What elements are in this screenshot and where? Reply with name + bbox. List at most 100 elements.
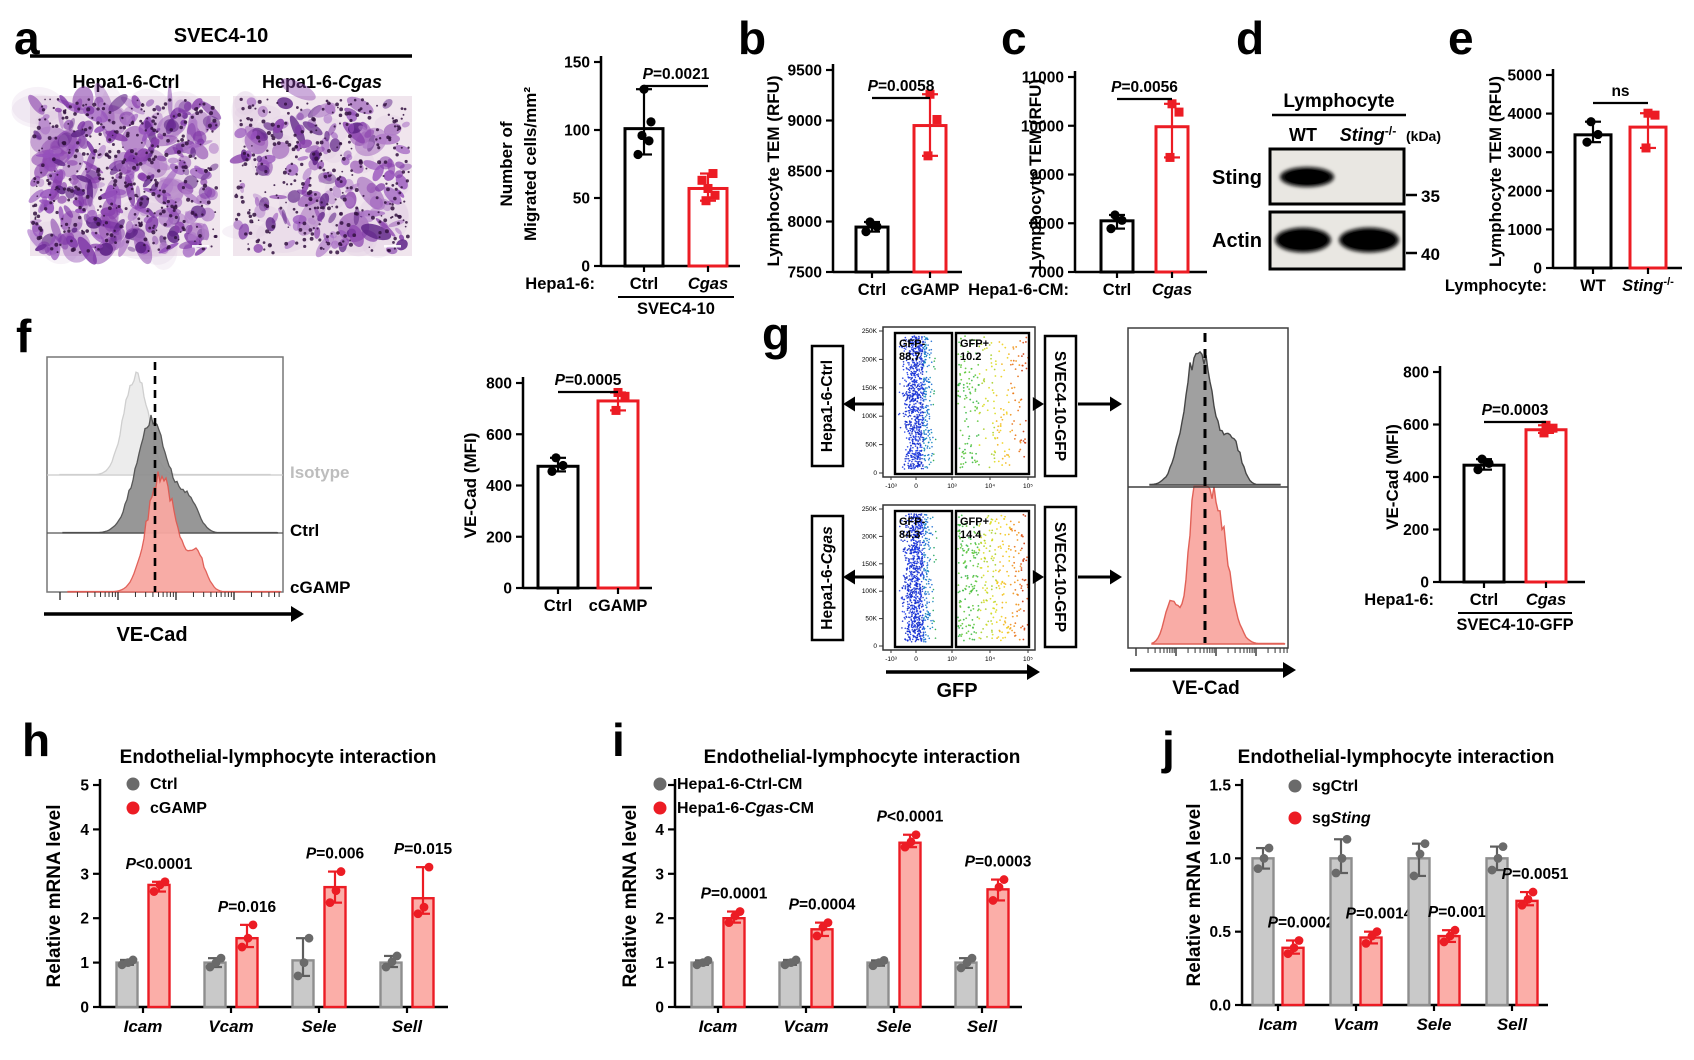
- scatter-dot: [904, 413, 907, 416]
- nucleus-dot: [78, 205, 82, 210]
- scatter-dot: [964, 367, 967, 370]
- nucleus-dot: [391, 203, 394, 206]
- scatter-dot: [976, 342, 979, 345]
- nucleus-dot: [36, 125, 41, 130]
- nucleus-dot: [67, 164, 71, 168]
- scatter-dot: [1012, 392, 1014, 395]
- scatter-dot: [977, 384, 980, 386]
- nucleus-dot: [64, 115, 69, 120]
- scatter-dot: [1001, 631, 1004, 634]
- scatter-dot: [922, 341, 924, 344]
- scatter-dot: [1002, 413, 1005, 416]
- y-tick-label: 4: [80, 822, 89, 839]
- scatter-dot: [904, 613, 907, 615]
- micro-caption-ctrl: Hepa1-6-Ctrl: [72, 72, 179, 92]
- scatter-dot: [925, 523, 927, 525]
- nucleus-dot: [198, 103, 201, 106]
- scatter-dot: [1017, 570, 1020, 573]
- scatter-dot: [928, 415, 931, 418]
- nucleus-dot: [210, 245, 213, 248]
- scatter-dot: [925, 355, 928, 358]
- nucleus-dot: [206, 128, 209, 131]
- nucleus-dot: [126, 131, 130, 136]
- nucleus-dot: [276, 141, 281, 146]
- scatter-dot: [912, 348, 914, 351]
- scatter-dot: [972, 555, 975, 557]
- nucleus-dot: [132, 157, 135, 160]
- scatter-dot: [957, 384, 960, 386]
- scatter-dot: [971, 461, 974, 464]
- scatter-dot: [906, 524, 908, 527]
- nucleus-dot: [112, 183, 117, 187]
- scatter-dot: [921, 588, 924, 591]
- scatter-dot: [968, 637, 971, 640]
- scatter-dot: [914, 560, 916, 563]
- scatter-dot: [1021, 625, 1024, 628]
- scatter-dot: [1020, 563, 1022, 565]
- y-axis-label: Lymphocyte TEM (RFU): [1486, 76, 1505, 267]
- scatter-dot: [985, 599, 988, 602]
- scatter-dot: [927, 453, 930, 456]
- scatter-dot: [903, 468, 906, 470]
- scatter-dot: [1002, 565, 1005, 567]
- scatter-dot: [1021, 535, 1024, 538]
- blot-kda-unit: (kDa): [1406, 128, 1441, 144]
- scatter-dot: [916, 462, 919, 464]
- scatter-dot: [909, 429, 912, 432]
- nucleus-dot: [104, 154, 108, 157]
- nucleus-dot: [352, 233, 357, 238]
- scatter-dot: [903, 463, 906, 466]
- scatter-dot: [919, 591, 922, 593]
- scatter-dot: [923, 554, 925, 556]
- scatter-dot: [910, 619, 913, 622]
- scatter-dot: [958, 601, 961, 604]
- scatter-dot: [1006, 631, 1009, 634]
- scatter-dot: [924, 524, 926, 527]
- scatter-dot: [926, 625, 929, 628]
- scatter-dot: [933, 620, 935, 623]
- scatter-dot: [910, 406, 913, 409]
- scatter-dot: [922, 388, 925, 391]
- scatter-dot: [1011, 612, 1014, 614]
- scatter-dot: [994, 532, 997, 535]
- scatter-dot: [912, 367, 914, 370]
- scatter-dot: [997, 460, 1000, 463]
- scatter-dot: [920, 524, 923, 526]
- scatter-dot: [909, 407, 911, 410]
- scatter-dot: [907, 639, 909, 641]
- nucleus-dot: [54, 170, 56, 172]
- scatter-dot: [988, 344, 991, 346]
- scatter-dot: [925, 433, 928, 435]
- scatter-dot: [959, 606, 962, 608]
- scatter-dot: [906, 607, 909, 610]
- scatter-dot: [921, 360, 924, 362]
- nucleus-dot: [55, 186, 59, 190]
- scatter-dot: [905, 455, 907, 458]
- nucleus-dot: [300, 147, 302, 150]
- data-point: [128, 955, 138, 965]
- nucleus-dot: [146, 175, 151, 180]
- nucleus-dot: [385, 182, 388, 185]
- data-point: [1165, 152, 1175, 162]
- scatter-dot: [918, 339, 921, 342]
- scatter-dot: [910, 558, 912, 560]
- scatter-dot: [912, 549, 914, 551]
- nucleus-dot: [44, 118, 47, 121]
- scatter-dot: [911, 427, 914, 430]
- scatter-dot: [921, 349, 924, 351]
- nucleus-dot: [137, 217, 141, 221]
- scatter-dot: [925, 406, 927, 409]
- scatter-dot: [990, 588, 993, 591]
- scatter-dot: [1008, 455, 1011, 458]
- nucleus-dot: [287, 226, 290, 228]
- nucleus-dot: [81, 128, 84, 131]
- scatter-dot: [920, 553, 923, 556]
- scatter-dot: [1020, 587, 1023, 589]
- nucleus-dot: [393, 146, 396, 150]
- scatter-dot: [913, 516, 916, 519]
- scatter-dot: [924, 569, 927, 571]
- nucleus-dot: [146, 117, 149, 120]
- scatter-dot: [934, 637, 937, 639]
